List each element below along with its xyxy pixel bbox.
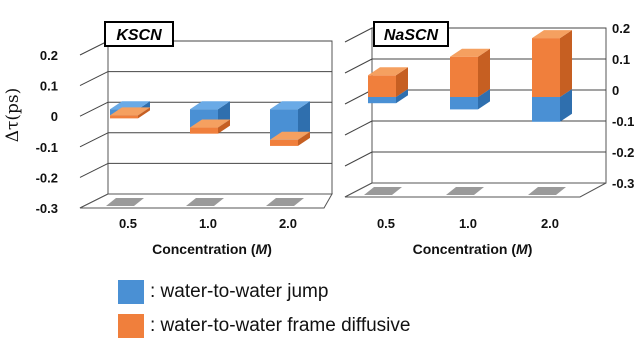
y-tick-label: 0 xyxy=(612,83,619,98)
x-tick-label: 2.0 xyxy=(279,216,297,231)
panel-title-box xyxy=(104,21,174,47)
y-tick-label: 0.2 xyxy=(40,48,58,63)
bar-diffusive-1.0 xyxy=(190,119,230,134)
bar-diffusive-2.0-side xyxy=(560,30,572,98)
legend-label-diffusive: : water-to-water frame diffusive xyxy=(150,315,411,336)
y-axis-label: Δτ(ps) xyxy=(3,88,23,143)
x-axis-label: Concentration (M) xyxy=(152,241,272,257)
x-tick-label: 1.0 xyxy=(459,216,477,231)
chart-panel-nascn: 0.2 0.1 0 -0.1 -0.2 -0.3 0.5 1.0 2.0 NaSCN Concent… xyxy=(344,21,634,257)
bar-diffusive-0.5-top xyxy=(368,67,408,76)
gridline-side xyxy=(79,40,109,56)
floor-shadow xyxy=(364,187,402,195)
gridline-side xyxy=(79,162,109,178)
y-tick-label: -0.2 xyxy=(612,145,634,160)
y-tick-label: 0 xyxy=(51,109,58,124)
y-tick-label: 0.2 xyxy=(612,21,630,36)
y-tick-label: -0.2 xyxy=(36,170,58,185)
gridline-side xyxy=(344,58,373,74)
bar-diffusive-1.0 xyxy=(450,48,490,97)
legend-swatch-diffusive xyxy=(118,314,144,338)
bar-diffusive-1.0-top xyxy=(450,48,490,57)
bar-jump-0.5-front xyxy=(368,97,396,104)
legend-label-jump: : water-to-water jump xyxy=(150,281,329,302)
chart-panel-kscn: 0.2 0.1 0 -0.1 -0.2 -0.3 0.5 1.0 2.0 KSCN Concentr… xyxy=(36,21,333,257)
legend-item-diffusive: : water-to-water frame diffusive xyxy=(118,314,410,338)
y-tick-label: -0.1 xyxy=(612,114,634,129)
bar-diffusive-2.0-front xyxy=(270,139,298,146)
y-tick-label: 0.1 xyxy=(612,52,630,67)
floor-shadow xyxy=(186,198,224,206)
y-tick-label: -0.3 xyxy=(612,176,634,191)
bar-diffusive-0.5 xyxy=(368,67,408,97)
x-tick-label: 0.5 xyxy=(377,216,395,231)
x-axis-label: Concentration (M) xyxy=(413,241,533,257)
bar-jump-1.0-front xyxy=(450,97,478,110)
x-tick-label: 0.5 xyxy=(119,216,137,231)
floor-shadow xyxy=(446,187,484,195)
bar-diffusive-2.0-front xyxy=(532,38,560,97)
x-tick-label: 1.0 xyxy=(199,216,217,231)
bar-diffusive-0.5-side xyxy=(396,67,408,97)
bar-diffusive-1.0-front xyxy=(190,127,218,134)
legend-swatch-jump xyxy=(118,280,144,304)
floor-shadow xyxy=(528,187,566,195)
bar-jump-2.0-top xyxy=(270,101,310,110)
bar-jump-2.0 xyxy=(270,101,310,140)
bar-diffusive-1.0-front xyxy=(450,56,478,97)
bar-diffusive-0.5-front xyxy=(110,115,138,119)
gridline-side xyxy=(79,71,109,87)
panel-title: NaSCN xyxy=(384,27,439,44)
bar-jump-1.0-top xyxy=(190,101,230,110)
bar-diffusive-1.0-top xyxy=(190,119,230,128)
bar-diffusive-1.0-side xyxy=(218,119,230,134)
y-tick-label: -0.3 xyxy=(36,201,58,216)
panel-title: KSCN xyxy=(116,27,162,44)
gridline-side xyxy=(79,132,109,148)
bar-diffusive-2.0-side xyxy=(298,131,310,146)
bar-jump-0.5-top xyxy=(110,101,150,110)
gridline-side xyxy=(79,101,109,117)
bar-diffusive-2.0 xyxy=(270,131,310,146)
bar-jump-2.0-front xyxy=(532,97,560,122)
bar-diffusive-1.0-side xyxy=(478,48,490,97)
legend-item-jump: : water-to-water jump xyxy=(118,280,328,304)
floor-shadow xyxy=(266,198,304,206)
gridline-side xyxy=(344,27,373,43)
bar-diffusive-0.5-top xyxy=(110,107,150,116)
x-tick-label: 2.0 xyxy=(541,216,559,231)
gridline-side xyxy=(344,120,373,136)
bar-jump-2.0-side xyxy=(560,89,572,122)
gridline-side xyxy=(344,151,373,167)
bar-jump-1.0-side xyxy=(478,89,490,110)
bar-diffusive-0.5-side xyxy=(138,107,150,119)
floor-shadow xyxy=(106,198,144,206)
bar-jump-0.5-side xyxy=(396,89,408,104)
bar-diffusive-2.0 xyxy=(532,30,572,98)
bar-diffusive-0.5 xyxy=(110,107,150,119)
bar-diffusive-2.0-top xyxy=(532,30,572,39)
panel-title-box xyxy=(373,21,449,47)
gridline-side xyxy=(344,89,373,105)
bar-diffusive-0.5-front xyxy=(368,75,396,97)
bar-jump-2.0-side xyxy=(298,101,310,140)
y-tick-label: 0.1 xyxy=(40,79,58,94)
y-tick-label: -0.1 xyxy=(36,140,58,155)
bar-diffusive-2.0-top xyxy=(270,131,310,140)
